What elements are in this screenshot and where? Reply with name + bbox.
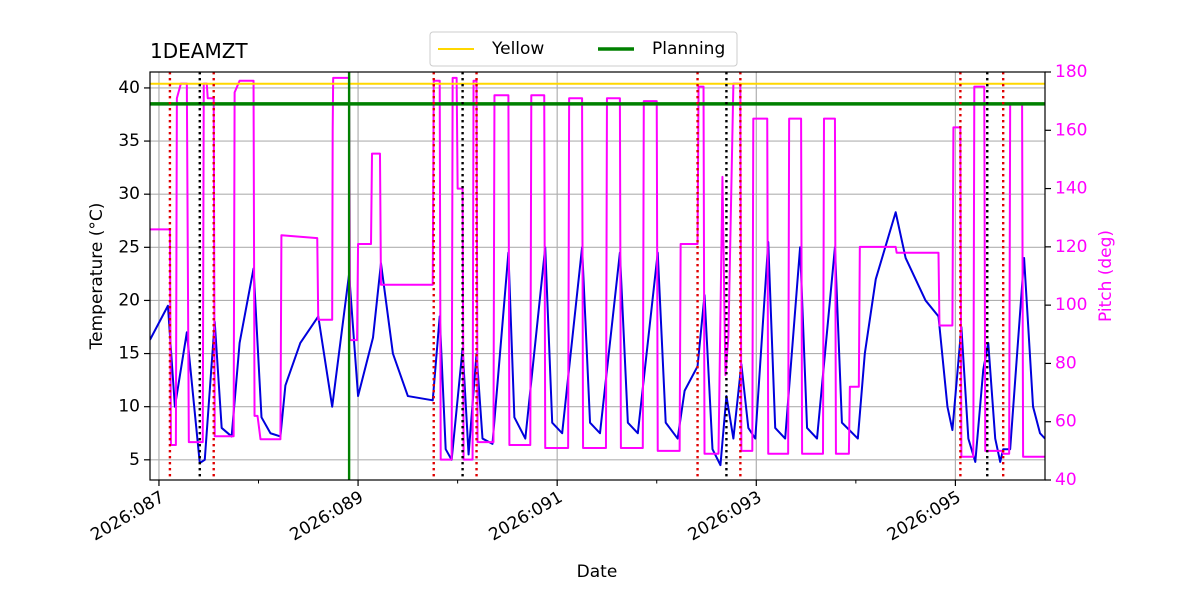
legend-label: Yellow: [491, 39, 544, 59]
x-axis-label: Date: [577, 562, 618, 582]
y2-tick-label: 120: [1055, 237, 1087, 257]
y-tick-label: 5: [129, 450, 140, 470]
y2-tick-label: 100: [1055, 295, 1087, 315]
plot-area: [150, 72, 1045, 480]
y-tick-label: 10: [118, 397, 140, 417]
y2-tick-label: 80: [1055, 353, 1077, 373]
legend-box: [429, 31, 738, 67]
plot-frame: [149, 71, 1046, 481]
y-axis-label: Temperature (°C): [87, 203, 107, 351]
y2-tick-label: 140: [1055, 179, 1087, 199]
y-tick-label: 20: [118, 290, 140, 310]
x-tick-label: 2026:087: [87, 487, 168, 545]
y2-tick-label: 60: [1055, 412, 1077, 432]
legend-label: Planning: [652, 39, 725, 59]
x-tick-label: 2026:091: [486, 487, 567, 545]
chart-title: 1DEAMZT: [150, 39, 248, 63]
series-line: [150, 76, 1045, 461]
x-tick-label: 2026:095: [884, 487, 965, 545]
y-tick-label: 25: [118, 237, 140, 257]
y2-tick-label: 180: [1055, 62, 1087, 82]
y-tick-label: 35: [118, 131, 140, 151]
x-tick-label: 2026:089: [287, 487, 368, 545]
y2-tick-label: 40: [1055, 470, 1077, 490]
series-line: [150, 211, 1045, 467]
y-tick-label: 30: [118, 184, 140, 204]
y2-tick-label: 160: [1055, 120, 1087, 140]
x-tick-label: 2026:093: [685, 487, 766, 545]
y-tick-label: 40: [118, 78, 140, 98]
y2-axis-label: Pitch (deg): [1096, 230, 1116, 322]
y-tick-label: 15: [118, 344, 140, 364]
